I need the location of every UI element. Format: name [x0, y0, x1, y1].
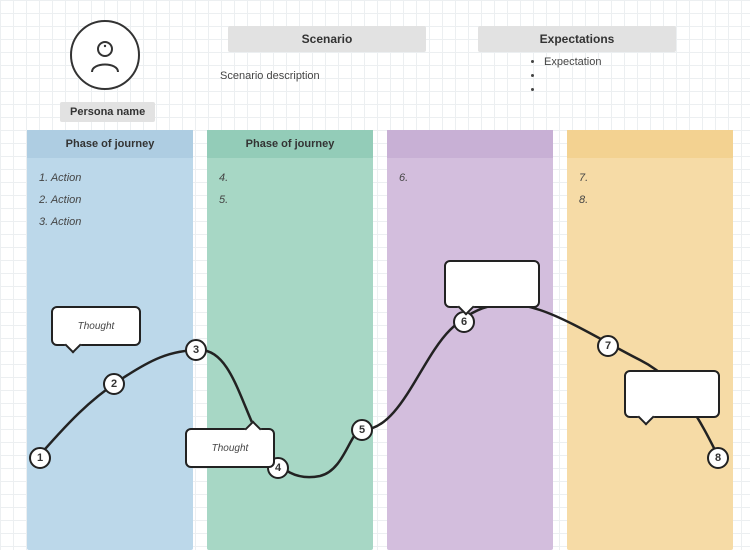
expectation-item: Expectation [544, 56, 601, 68]
action-item: 8. [579, 194, 721, 206]
expectation-item [544, 84, 601, 96]
journey-node: 8 [707, 447, 729, 469]
journey-node: 1 [29, 447, 51, 469]
action-item: 1. Action [39, 172, 181, 184]
scenario-header: Scenario [228, 26, 426, 52]
action-item: 2. Action [39, 194, 181, 206]
journey-map-canvas: Persona name Scenario Scenario descripti… [0, 0, 750, 550]
action-item: 6. [399, 172, 541, 184]
action-item: 5. [219, 194, 361, 206]
phase-actions: 4. 5. [207, 158, 373, 230]
action-item: 4. [219, 172, 361, 184]
user-icon [86, 36, 124, 74]
persona-name-label: Persona name [60, 102, 155, 122]
phase-header [387, 130, 553, 158]
expectations-list: Expectation [528, 56, 601, 98]
thought-bubble [444, 260, 540, 308]
action-item: 7. [579, 172, 721, 184]
thought-bubble: Thought [51, 306, 141, 346]
phase-header: Phase of journey [27, 130, 193, 158]
action-item: 3. Action [39, 216, 181, 228]
expectation-item [544, 70, 601, 82]
journey-node: 2 [103, 373, 125, 395]
expectations-header: Expectations [478, 26, 676, 52]
phase-column: 6. [387, 130, 553, 550]
phase-actions: 6. [387, 158, 553, 208]
journey-node: 5 [351, 419, 373, 441]
phase-column: Phase of journey 4. 5. [207, 130, 373, 550]
phase-header [567, 130, 733, 158]
thought-bubble [624, 370, 720, 418]
phase-header: Phase of journey [207, 130, 373, 158]
persona-avatar [70, 20, 140, 90]
phase-column: 7. 8. [567, 130, 733, 550]
phase-actions: 1. Action 2. Action 3. Action [27, 158, 193, 252]
journey-node: 7 [597, 335, 619, 357]
phase-actions: 7. 8. [567, 158, 733, 230]
scenario-description: Scenario description [220, 70, 320, 82]
thought-bubble: Thought [185, 428, 275, 468]
journey-node: 3 [185, 339, 207, 361]
